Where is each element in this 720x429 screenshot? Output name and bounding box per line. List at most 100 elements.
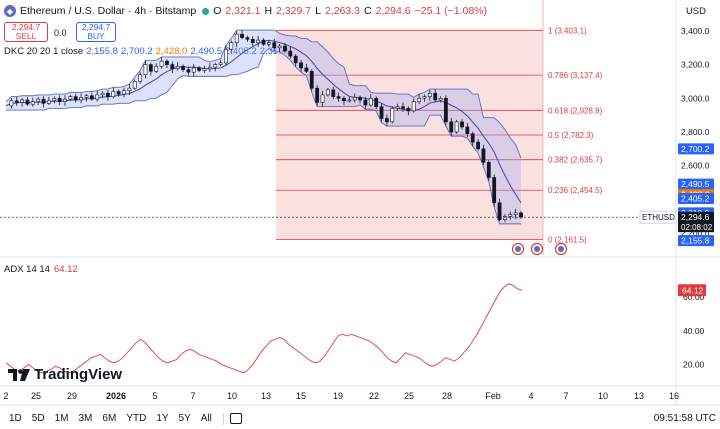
- candle-body: [325, 89, 330, 96]
- candle-body: [245, 37, 250, 40]
- candle-body: [299, 62, 303, 69]
- candle-body: [336, 96, 341, 99]
- adx-legend[interactable]: ADX 14 14 64.12: [4, 264, 78, 275]
- candle-body: [95, 94, 100, 100]
- candle-body: [315, 87, 320, 103]
- timeframe-ytd[interactable]: YTD: [126, 413, 147, 424]
- candle-body: [470, 133, 475, 143]
- timeframe-1y[interactable]: 1Y: [156, 413, 169, 424]
- candle-body: [481, 148, 486, 163]
- candle-body: [52, 97, 57, 102]
- time-axis-label: 7: [190, 391, 195, 401]
- candle-body: [30, 101, 35, 105]
- candle-body: [422, 96, 427, 99]
- candle-body: [63, 98, 67, 102]
- candle-body: [218, 62, 223, 65]
- symbol-title[interactable]: Ethereum / U.S. Dollar · 4h · Bitstamp: [20, 5, 197, 17]
- time-axis-label: 7: [563, 391, 568, 401]
- timeframe-3m[interactable]: 3M: [78, 413, 93, 424]
- economic-event-flag-icon: [558, 246, 564, 252]
- time-axis-label: 2: [3, 391, 8, 401]
- candle-body: [84, 95, 89, 98]
- time-axis-label: 10: [598, 391, 608, 401]
- candle-body: [127, 87, 132, 91]
- adx-legend-value: 64.12: [53, 264, 78, 275]
- calendar-icon[interactable]: [229, 413, 242, 424]
- time-axis-label: 13: [634, 391, 644, 401]
- timeframe-all[interactable]: All: [200, 413, 212, 424]
- fib-level-label: 0.382 (2,635.7): [548, 156, 603, 165]
- candle-body: [331, 89, 336, 97]
- price-axis-label: 3,400.0: [681, 26, 710, 36]
- timeframe-5y[interactable]: 5Y: [178, 413, 191, 424]
- price-axis-label: 2,800.0: [681, 127, 710, 137]
- candle-body: [342, 97, 346, 102]
- timeframe-selector: 1D 5D 1M 3M 6M YTD 1Y 5Y All: [4, 413, 217, 424]
- open-label: O: [213, 5, 222, 17]
- candle-body: [159, 60, 164, 67]
- candle-body: [293, 55, 298, 64]
- candle-body: [143, 64, 148, 75]
- fib-level-label: 1 (3,403.1): [548, 26, 587, 35]
- candle-body: [122, 90, 126, 95]
- candle-body: [476, 141, 480, 150]
- candle-body: [497, 202, 502, 220]
- symbol-tag: ETHUSD: [642, 213, 675, 222]
- time-axis-label: 19: [333, 391, 343, 401]
- candle-body: [100, 92, 105, 96]
- time-axis-label: 10: [227, 391, 237, 401]
- candle-body: [347, 99, 352, 102]
- toolbar-divider: [222, 412, 224, 425]
- candle-body: [14, 100, 19, 103]
- sell-price: 2,294.7: [11, 22, 41, 32]
- candle-body: [438, 97, 443, 101]
- candle-body: [465, 126, 470, 134]
- currency-label[interactable]: USD: [685, 6, 706, 17]
- candle-body: [379, 106, 384, 119]
- price-axis-label: 3,200.0: [681, 60, 710, 70]
- sell-label: SELL: [15, 31, 37, 41]
- candle-body: [304, 67, 309, 72]
- candle-body: [148, 64, 153, 72]
- time-axis-label: Feb: [485, 391, 501, 401]
- candle-body: [492, 177, 497, 204]
- price-tag: [678, 143, 714, 155]
- candle-body: [433, 92, 438, 101]
- time-axis-label: 16: [669, 391, 679, 401]
- countdown-box: [678, 222, 714, 233]
- dkc-value-5: 2,405.2: [225, 46, 257, 57]
- utc-clock[interactable]: 09:51:58 UTC: [653, 413, 716, 424]
- candle-body: [320, 94, 325, 103]
- candle-body: [175, 65, 180, 70]
- price-tag-label: 2,490.5: [681, 179, 710, 189]
- adx-axis-label: 60.00: [683, 292, 705, 302]
- adx-name: ADX 14 14: [4, 264, 50, 275]
- channel-lower-line: [6, 47, 521, 225]
- price-tag: [678, 178, 714, 190]
- timeframe-1d[interactable]: 1D: [9, 413, 22, 424]
- time-axis-label: 13: [261, 391, 271, 401]
- candle-body: [486, 162, 491, 178]
- timeframe-1m[interactable]: 1M: [54, 413, 69, 424]
- channel-upper-line: [5, 29, 522, 159]
- sell-button[interactable]: 2,294.7 SELL: [4, 22, 48, 42]
- candle-body: [401, 106, 405, 109]
- dkc-value-2: 2,700.2: [120, 46, 153, 57]
- price-tag: [678, 235, 714, 247]
- candle-body: [417, 97, 421, 102]
- candle-body: [186, 69, 191, 73]
- time-axis-label: 22: [369, 391, 379, 401]
- buy-button[interactable]: 2,294.7 BUY: [76, 22, 116, 42]
- time-axis-label: 15: [296, 391, 306, 401]
- timeframe-5d[interactable]: 5D: [31, 413, 45, 424]
- candle-body: [213, 64, 218, 68]
- close-value: 2,294.6: [375, 5, 411, 17]
- candle-body: [138, 74, 143, 82]
- candle-body: [454, 121, 459, 133]
- timeframe-6m[interactable]: 6M: [102, 413, 117, 424]
- high-label: H: [264, 5, 273, 17]
- candle-body: [181, 65, 185, 70]
- high-value: 2,329.7: [276, 5, 312, 17]
- candle-body: [256, 39, 261, 43]
